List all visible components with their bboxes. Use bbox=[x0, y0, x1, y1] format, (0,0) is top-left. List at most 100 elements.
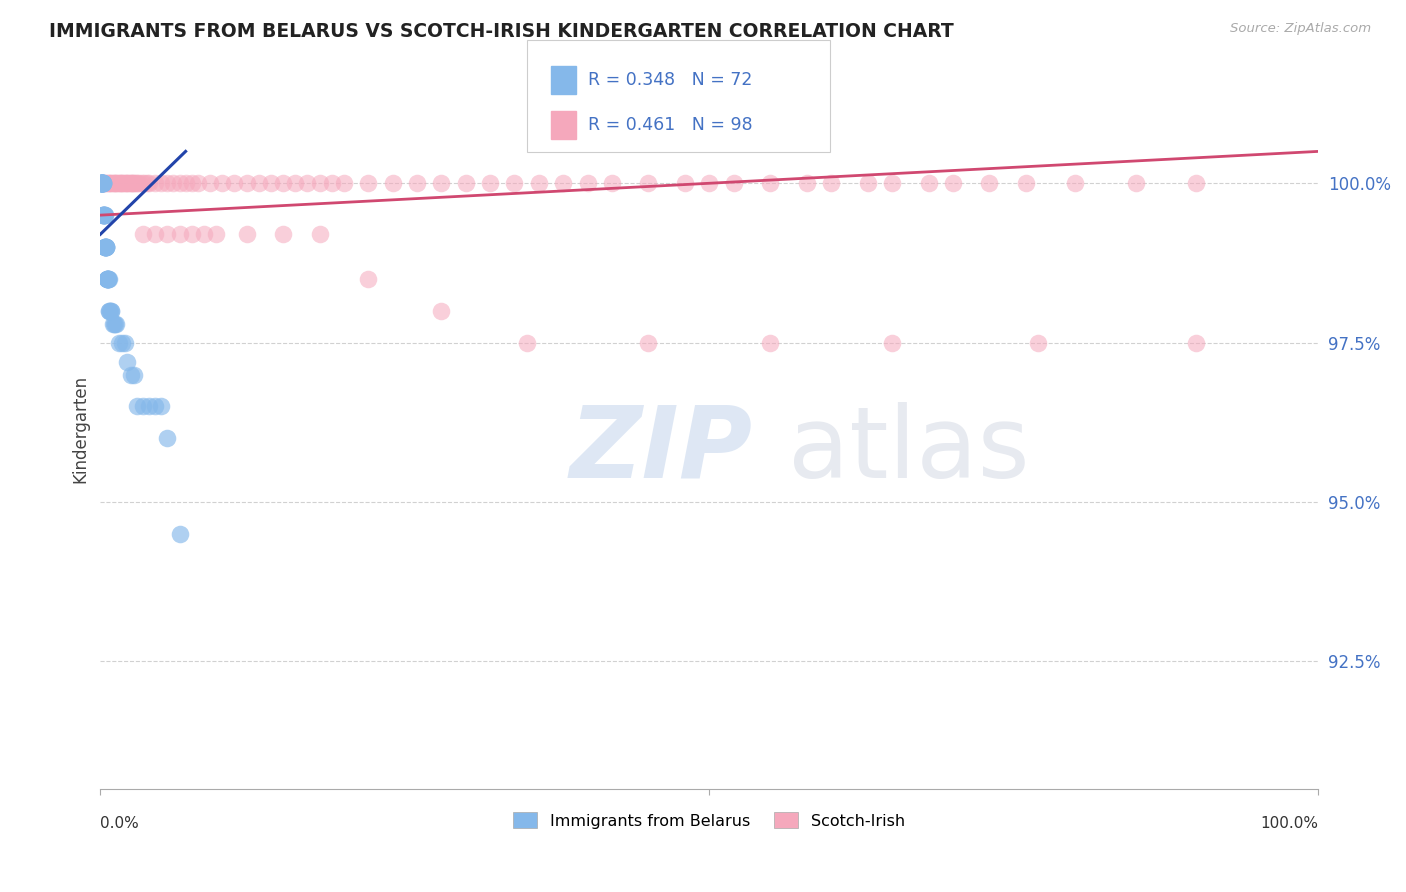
Point bbox=[124, 176, 146, 190]
Point bbox=[107, 176, 129, 190]
Point bbox=[723, 176, 745, 190]
Point bbox=[1185, 176, 1208, 190]
Point bbox=[1063, 176, 1085, 190]
Point bbox=[235, 176, 257, 190]
Point bbox=[174, 176, 197, 190]
Point bbox=[96, 240, 118, 254]
Point bbox=[224, 176, 246, 190]
Point bbox=[91, 176, 114, 190]
Point bbox=[96, 272, 118, 286]
Point bbox=[94, 240, 117, 254]
Point bbox=[143, 176, 166, 190]
Text: Source: ZipAtlas.com: Source: ZipAtlas.com bbox=[1230, 22, 1371, 36]
Point bbox=[880, 335, 903, 350]
Point bbox=[357, 176, 380, 190]
Point bbox=[180, 227, 202, 242]
Point bbox=[430, 176, 453, 190]
Point bbox=[247, 176, 270, 190]
Point bbox=[381, 176, 404, 190]
Point bbox=[503, 176, 526, 190]
Point bbox=[93, 208, 115, 222]
Point bbox=[96, 272, 118, 286]
Point bbox=[90, 176, 112, 190]
Point bbox=[430, 303, 453, 318]
Point bbox=[96, 272, 118, 286]
Point bbox=[101, 176, 124, 190]
Text: 0.0%: 0.0% bbox=[100, 816, 139, 831]
Point bbox=[110, 176, 132, 190]
Point bbox=[93, 176, 115, 190]
Point bbox=[211, 176, 233, 190]
Point bbox=[187, 176, 209, 190]
Point bbox=[205, 227, 228, 242]
Point bbox=[271, 227, 294, 242]
Point bbox=[90, 176, 112, 190]
Point bbox=[284, 176, 307, 190]
Point bbox=[454, 176, 477, 190]
Point bbox=[90, 176, 112, 190]
Point bbox=[406, 176, 429, 190]
Point bbox=[97, 272, 120, 286]
Point bbox=[527, 176, 550, 190]
Point bbox=[94, 240, 117, 254]
Point bbox=[143, 400, 166, 414]
Point bbox=[115, 176, 138, 190]
Point bbox=[104, 317, 127, 331]
Point bbox=[97, 176, 120, 190]
Point bbox=[93, 208, 115, 222]
Point bbox=[124, 176, 146, 190]
Point bbox=[979, 176, 1001, 190]
Point bbox=[93, 208, 115, 222]
Point bbox=[759, 176, 782, 190]
Point bbox=[90, 176, 112, 190]
Point bbox=[97, 272, 120, 286]
Point bbox=[98, 303, 121, 318]
Point bbox=[156, 227, 179, 242]
Point bbox=[90, 176, 112, 190]
Point bbox=[479, 176, 502, 190]
Point bbox=[91, 176, 114, 190]
Point bbox=[103, 176, 125, 190]
Point bbox=[91, 176, 114, 190]
Point bbox=[637, 176, 659, 190]
Point bbox=[132, 227, 155, 242]
Point bbox=[156, 431, 179, 445]
Point bbox=[125, 176, 148, 190]
Point bbox=[96, 176, 118, 190]
Point bbox=[93, 208, 115, 222]
Point bbox=[134, 176, 156, 190]
Text: R = 0.348   N = 72: R = 0.348 N = 72 bbox=[588, 71, 752, 89]
Point bbox=[357, 272, 380, 286]
Point bbox=[131, 176, 153, 190]
Point bbox=[1125, 176, 1147, 190]
Point bbox=[115, 355, 138, 369]
Point bbox=[96, 240, 118, 254]
Point bbox=[132, 400, 155, 414]
Point bbox=[91, 176, 114, 190]
Point bbox=[90, 176, 112, 190]
Point bbox=[169, 527, 191, 541]
Point bbox=[103, 317, 125, 331]
Point bbox=[121, 176, 143, 190]
Text: ZIP: ZIP bbox=[569, 401, 752, 499]
Point bbox=[105, 176, 128, 190]
Point bbox=[101, 317, 124, 331]
Point bbox=[90, 176, 112, 190]
Point bbox=[94, 240, 117, 254]
Point bbox=[297, 176, 319, 190]
Point bbox=[308, 227, 330, 242]
Point bbox=[1015, 176, 1038, 190]
Point bbox=[1026, 335, 1049, 350]
Point bbox=[128, 176, 150, 190]
Point bbox=[169, 227, 191, 242]
Point bbox=[105, 317, 128, 331]
Point bbox=[98, 176, 121, 190]
Point bbox=[856, 176, 879, 190]
Point bbox=[100, 176, 122, 190]
Point bbox=[576, 176, 599, 190]
Point bbox=[122, 176, 145, 190]
Point bbox=[107, 176, 129, 190]
Point bbox=[94, 176, 117, 190]
Point bbox=[94, 240, 117, 254]
Point bbox=[759, 335, 782, 350]
